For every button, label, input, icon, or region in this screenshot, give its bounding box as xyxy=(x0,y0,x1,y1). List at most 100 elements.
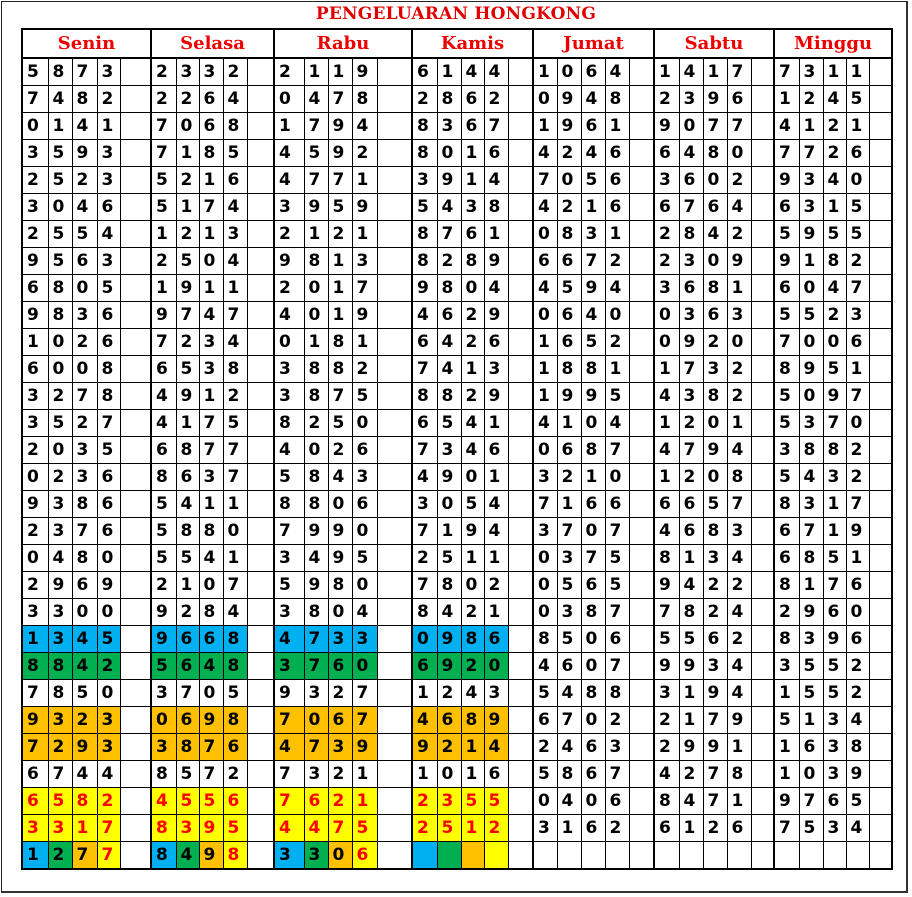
result-digit: 0 xyxy=(436,490,462,518)
separator-cell xyxy=(376,247,413,275)
separator-cell xyxy=(507,490,534,518)
separator-cell xyxy=(507,193,534,221)
separator-cell xyxy=(628,652,655,680)
result-digit: 2 xyxy=(726,382,752,410)
result-digit: 3 xyxy=(845,301,870,329)
result-digit: 4 xyxy=(460,436,485,464)
result-digit: 9 xyxy=(303,193,329,221)
result-digit: 5 xyxy=(532,760,558,788)
result-digit: 7 xyxy=(653,598,680,626)
result-digit: 3 xyxy=(303,841,329,870)
result-digit: 9 xyxy=(702,733,728,761)
result-digit: 8 xyxy=(604,85,630,113)
result-digit: 4 xyxy=(460,409,485,437)
result-digit: 9 xyxy=(175,382,200,410)
result-digit: 0 xyxy=(303,706,329,734)
result-digit: 1 xyxy=(773,679,800,707)
result-digit: 4 xyxy=(822,166,847,194)
result-digit: 9 xyxy=(21,490,49,518)
result-digit: 0 xyxy=(303,274,329,302)
result-digit: 1 xyxy=(798,112,824,140)
result-digit: 3 xyxy=(21,598,49,626)
result-digit: 5 xyxy=(222,139,248,167)
result-digit: 7 xyxy=(222,463,248,491)
day-header-rabu: Rabu xyxy=(273,28,413,59)
result-digit: 3 xyxy=(798,409,824,437)
separator-cell xyxy=(507,220,534,248)
result-digit: 4 xyxy=(726,652,752,680)
separator-cell xyxy=(507,247,534,275)
separator-cell xyxy=(376,598,413,626)
separator-cell xyxy=(750,220,775,248)
result-digit: 6 xyxy=(96,463,121,491)
result-digit: 7 xyxy=(71,57,98,86)
result-digit: 1 xyxy=(198,166,224,194)
result-digit: 1 xyxy=(532,328,558,356)
result-digit xyxy=(556,841,582,870)
result-digit: 5 xyxy=(798,301,824,329)
result-digit: 4 xyxy=(150,382,177,410)
result-digit: 3 xyxy=(47,598,73,626)
result-digit: 2 xyxy=(483,571,509,599)
result-digit: 5 xyxy=(150,166,177,194)
result-digit: 1 xyxy=(653,355,680,383)
result-digit: 4 xyxy=(460,679,485,707)
separator-cell xyxy=(246,571,275,599)
separator-cell xyxy=(119,733,152,761)
result-digit: 1 xyxy=(351,220,378,248)
result-digit: 2 xyxy=(678,463,704,491)
result-digit: 5 xyxy=(773,301,800,329)
result-digit: 4 xyxy=(653,517,680,545)
result-digit: 3 xyxy=(678,301,704,329)
result-digit: 3 xyxy=(460,193,485,221)
result-digit: 3 xyxy=(726,301,752,329)
separator-cell xyxy=(376,85,413,113)
result-digit: 4 xyxy=(483,166,509,194)
separator-cell xyxy=(246,652,275,680)
result-digit: 1 xyxy=(327,247,353,275)
separator-cell xyxy=(628,598,655,626)
result-digit: 6 xyxy=(556,301,582,329)
result-digit: 2 xyxy=(822,301,847,329)
separator-cell xyxy=(246,328,275,356)
separator-cell xyxy=(119,814,152,842)
result-digit: 6 xyxy=(845,625,870,653)
result-digit: 1 xyxy=(483,544,509,572)
result-digit: 4 xyxy=(653,760,680,788)
result-digit: 3 xyxy=(71,301,98,329)
result-digit: 1 xyxy=(222,544,248,572)
result-digit: 8 xyxy=(702,139,728,167)
separator-cell xyxy=(868,841,893,870)
result-digit: 1 xyxy=(845,57,870,86)
result-digit: 4 xyxy=(556,733,582,761)
result-digit: 4 xyxy=(222,328,248,356)
separator-cell xyxy=(507,139,534,167)
result-digit: 6 xyxy=(411,409,438,437)
result-digit: 7 xyxy=(150,139,177,167)
result-digit: 2 xyxy=(483,814,509,842)
separator-cell xyxy=(628,382,655,410)
result-digit: 5 xyxy=(351,382,378,410)
result-digit: 7 xyxy=(351,274,378,302)
result-digit: 0 xyxy=(198,679,224,707)
separator-cell xyxy=(507,814,534,842)
separator-cell xyxy=(750,463,775,491)
result-digit: 0 xyxy=(96,598,121,626)
result-digit: 2 xyxy=(351,139,378,167)
result-digit: 3 xyxy=(273,355,305,383)
result-digit: 3 xyxy=(198,57,224,86)
separator-cell xyxy=(507,274,534,302)
result-digit: 8 xyxy=(460,625,485,653)
result-digit: 6 xyxy=(411,328,438,356)
result-digit: 9 xyxy=(483,247,509,275)
result-digit: 0 xyxy=(678,112,704,140)
separator-cell xyxy=(246,85,275,113)
result-digit: 5 xyxy=(47,139,73,167)
result-digit: 1 xyxy=(175,409,200,437)
separator-cell xyxy=(750,679,775,707)
result-digit: 2 xyxy=(327,220,353,248)
result-digit: 3 xyxy=(21,409,49,437)
result-digit: 8 xyxy=(71,787,98,815)
separator-cell xyxy=(376,139,413,167)
